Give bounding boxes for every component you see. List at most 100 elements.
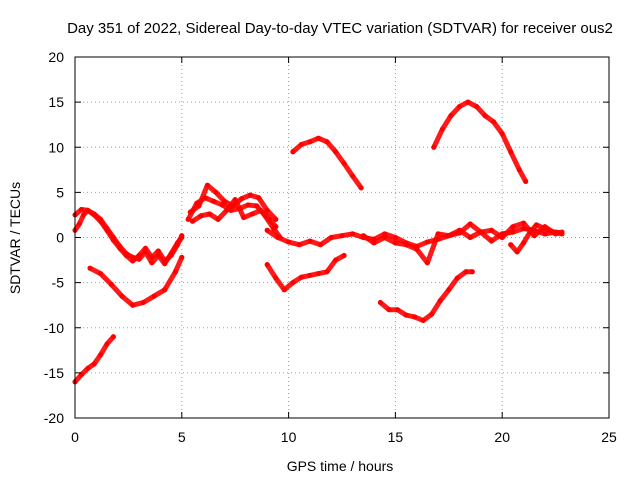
data-point bbox=[382, 231, 388, 237]
series-arc-14 bbox=[508, 222, 565, 255]
chart-title: Day 351 of 2022, Sidereal Day-to-day VTE… bbox=[67, 20, 613, 37]
data-point bbox=[179, 254, 185, 260]
data-point bbox=[324, 269, 330, 275]
data-point bbox=[316, 271, 321, 277]
data-point bbox=[143, 245, 148, 251]
data-point bbox=[333, 257, 339, 263]
x-tick-label: 15 bbox=[388, 429, 404, 445]
series-arc-13 bbox=[431, 99, 529, 184]
series-arc-12 bbox=[290, 135, 364, 191]
data-point bbox=[149, 254, 155, 260]
data-point bbox=[328, 235, 334, 240]
data-point bbox=[273, 224, 279, 230]
data-point bbox=[76, 221, 82, 227]
data-point bbox=[298, 274, 304, 280]
data-point bbox=[108, 281, 114, 287]
series-arc-11 bbox=[377, 269, 475, 323]
data-point bbox=[454, 275, 460, 281]
data-point bbox=[98, 218, 104, 224]
data-point bbox=[392, 235, 398, 240]
data-point bbox=[155, 248, 161, 254]
series-arc-7 bbox=[190, 197, 279, 230]
data-point bbox=[467, 235, 473, 240]
data-point bbox=[521, 240, 527, 246]
data-point bbox=[435, 231, 441, 237]
data-point bbox=[123, 253, 129, 258]
data-point bbox=[290, 149, 296, 155]
data-point bbox=[264, 227, 270, 233]
data-point bbox=[559, 231, 565, 237]
data-point bbox=[424, 239, 430, 245]
data-point bbox=[249, 211, 255, 217]
data-point bbox=[551, 229, 556, 235]
y-tick-label: 5 bbox=[56, 184, 64, 200]
data-point bbox=[281, 287, 287, 293]
data-point bbox=[324, 139, 330, 145]
y-tick-label: -5 bbox=[52, 275, 65, 291]
series-arc-1 bbox=[72, 334, 116, 385]
data-point bbox=[136, 253, 142, 258]
data-point bbox=[531, 233, 537, 239]
data-point bbox=[110, 237, 116, 243]
data-point bbox=[224, 207, 230, 213]
data-point bbox=[489, 238, 494, 244]
data-point bbox=[448, 113, 454, 119]
data-point bbox=[247, 192, 253, 198]
data-point bbox=[275, 235, 281, 240]
data-point bbox=[446, 287, 452, 293]
data-point bbox=[290, 280, 296, 286]
data-point bbox=[168, 253, 174, 258]
data-point bbox=[273, 216, 279, 222]
data-point bbox=[350, 173, 356, 179]
data-point bbox=[232, 197, 238, 203]
data-point bbox=[467, 221, 473, 227]
data-point bbox=[414, 246, 420, 252]
data-point bbox=[412, 314, 418, 320]
data-point bbox=[307, 272, 313, 278]
data-point bbox=[98, 271, 104, 277]
data-point bbox=[523, 179, 529, 184]
grid bbox=[75, 57, 609, 418]
data-point bbox=[91, 212, 97, 218]
data-point bbox=[420, 318, 426, 323]
data-point bbox=[386, 307, 392, 313]
data-point bbox=[185, 216, 191, 222]
data-point bbox=[149, 260, 155, 266]
data-point bbox=[104, 227, 110, 233]
data-point bbox=[85, 365, 91, 371]
data-point bbox=[431, 144, 437, 150]
data-point bbox=[307, 139, 313, 145]
data-point bbox=[465, 99, 471, 105]
x-tick-label: 5 bbox=[178, 429, 186, 445]
data-point bbox=[119, 293, 125, 299]
data-point bbox=[508, 149, 514, 155]
data-point bbox=[179, 233, 185, 239]
data-point bbox=[254, 203, 260, 209]
data-point bbox=[130, 258, 136, 264]
data-point bbox=[446, 233, 452, 239]
series-arc-9 bbox=[360, 220, 565, 266]
axis-ticks: 0 5 10 15 20 25 -20 -15 -10 -5 0 5 10 15 20 bbox=[44, 49, 617, 445]
data-point bbox=[162, 287, 168, 293]
data-point bbox=[516, 167, 522, 173]
data-point bbox=[81, 212, 86, 218]
data-point bbox=[104, 341, 110, 347]
data-point bbox=[542, 231, 548, 237]
series-arc-10 bbox=[264, 253, 347, 293]
data-point bbox=[190, 218, 195, 224]
data-point bbox=[318, 242, 324, 248]
data-point bbox=[198, 213, 204, 219]
series-arc-2 bbox=[87, 254, 185, 308]
data-series bbox=[72, 99, 565, 385]
data-point bbox=[510, 224, 516, 230]
data-point bbox=[266, 216, 272, 222]
data-point bbox=[478, 229, 484, 235]
x-tick-label: 10 bbox=[281, 429, 297, 445]
data-point bbox=[151, 293, 157, 299]
series-line bbox=[264, 253, 347, 293]
data-point bbox=[350, 231, 356, 237]
series-line bbox=[87, 254, 185, 308]
data-point bbox=[264, 262, 270, 268]
data-point bbox=[429, 311, 435, 317]
data-point bbox=[463, 269, 469, 275]
